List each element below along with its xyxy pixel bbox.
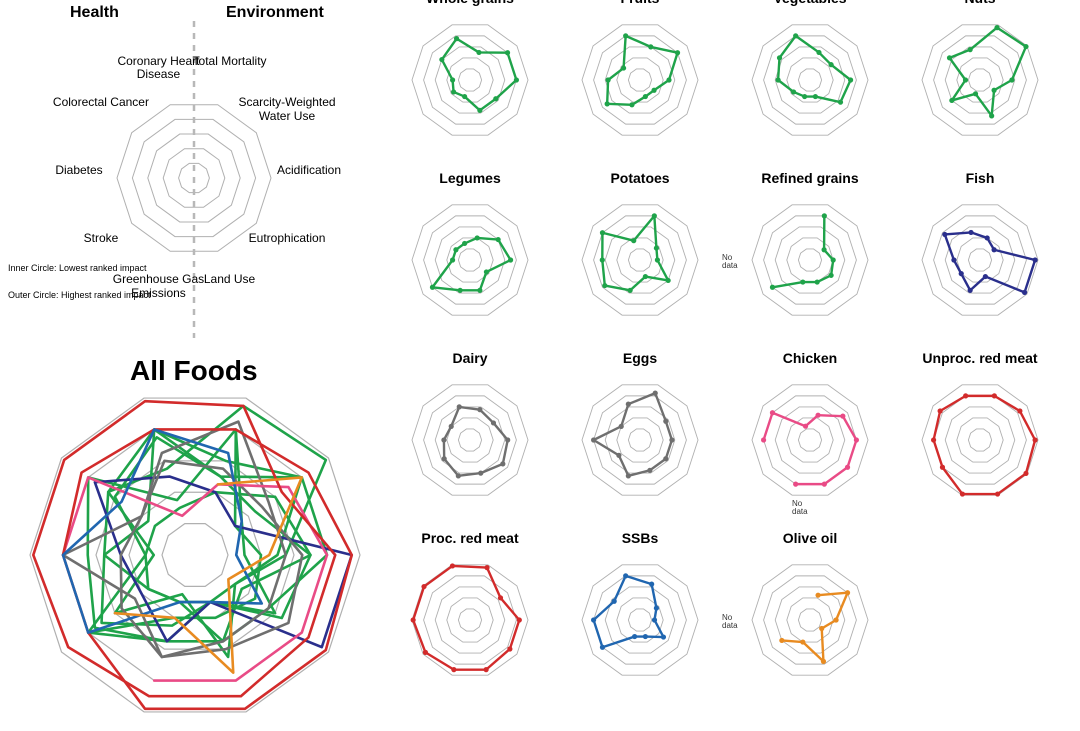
- food-radar-svg: [572, 372, 708, 508]
- food-radar: Fruits: [572, 12, 708, 148]
- food-radar: Dairy: [402, 372, 538, 508]
- food-radar-title: Chicken: [742, 350, 878, 366]
- food-radar-title: Nuts: [912, 0, 1048, 6]
- food-radar: Unproc. red meat: [912, 372, 1048, 508]
- food-radar-svg: [572, 192, 708, 328]
- no-data-label: No data: [722, 614, 738, 630]
- food-radar-title: Fish: [912, 170, 1048, 186]
- food-radar-svg: [742, 192, 878, 328]
- food-radar-svg: [402, 552, 538, 688]
- food-radar: Fish: [912, 192, 1048, 328]
- food-radar-svg: [402, 192, 538, 328]
- food-radar-title: SSBs: [572, 530, 708, 546]
- food-radar-svg: [742, 552, 878, 688]
- food-radar-svg: [912, 12, 1048, 148]
- food-radar: Nuts: [912, 12, 1048, 148]
- figure-root: Health Environment Total MortalityScarci…: [0, 0, 1080, 731]
- food-radar: Legumes: [402, 192, 538, 328]
- food-radar-title: Legumes: [402, 170, 538, 186]
- food-radar: ChickenNo data: [742, 372, 878, 508]
- food-radar: Proc. red meat: [402, 552, 538, 688]
- food-radar-svg: [912, 372, 1048, 508]
- food-radar-title: Dairy: [402, 350, 538, 366]
- food-radar-svg: [402, 12, 538, 148]
- all-foods-panel: [0, 0, 400, 731]
- no-data-label: No data: [792, 500, 808, 516]
- food-radar-title: Potatoes: [572, 170, 708, 186]
- food-radar: Potatoes: [572, 192, 708, 328]
- food-radar-svg: [572, 552, 708, 688]
- food-radar-title: Vegetables: [742, 0, 878, 6]
- food-radar-title: Unproc. red meat: [912, 350, 1048, 366]
- food-radar-svg: [742, 12, 878, 148]
- food-radar-title: Fruits: [572, 0, 708, 6]
- food-radar: Olive oilNo data: [742, 552, 878, 688]
- food-radar-title: Refined grains: [742, 170, 878, 186]
- food-radar: Eggs: [572, 372, 708, 508]
- food-radar-title: Whole grains: [402, 0, 538, 6]
- food-radar: Vegetables: [742, 12, 878, 148]
- food-radar: Whole grains: [402, 12, 538, 148]
- all-foods-svg: [0, 0, 400, 731]
- food-radar-svg: [402, 372, 538, 508]
- food-radar-title: Proc. red meat: [402, 530, 538, 546]
- no-data-label: No data: [722, 254, 738, 270]
- food-radar-svg: [912, 192, 1048, 328]
- food-radar-svg: [572, 12, 708, 148]
- food-radar-title: Eggs: [572, 350, 708, 366]
- food-radar: SSBs: [572, 552, 708, 688]
- food-radar-svg: [742, 372, 878, 508]
- food-radar: Refined grainsNo data: [742, 192, 878, 328]
- food-radar-title: Olive oil: [742, 530, 878, 546]
